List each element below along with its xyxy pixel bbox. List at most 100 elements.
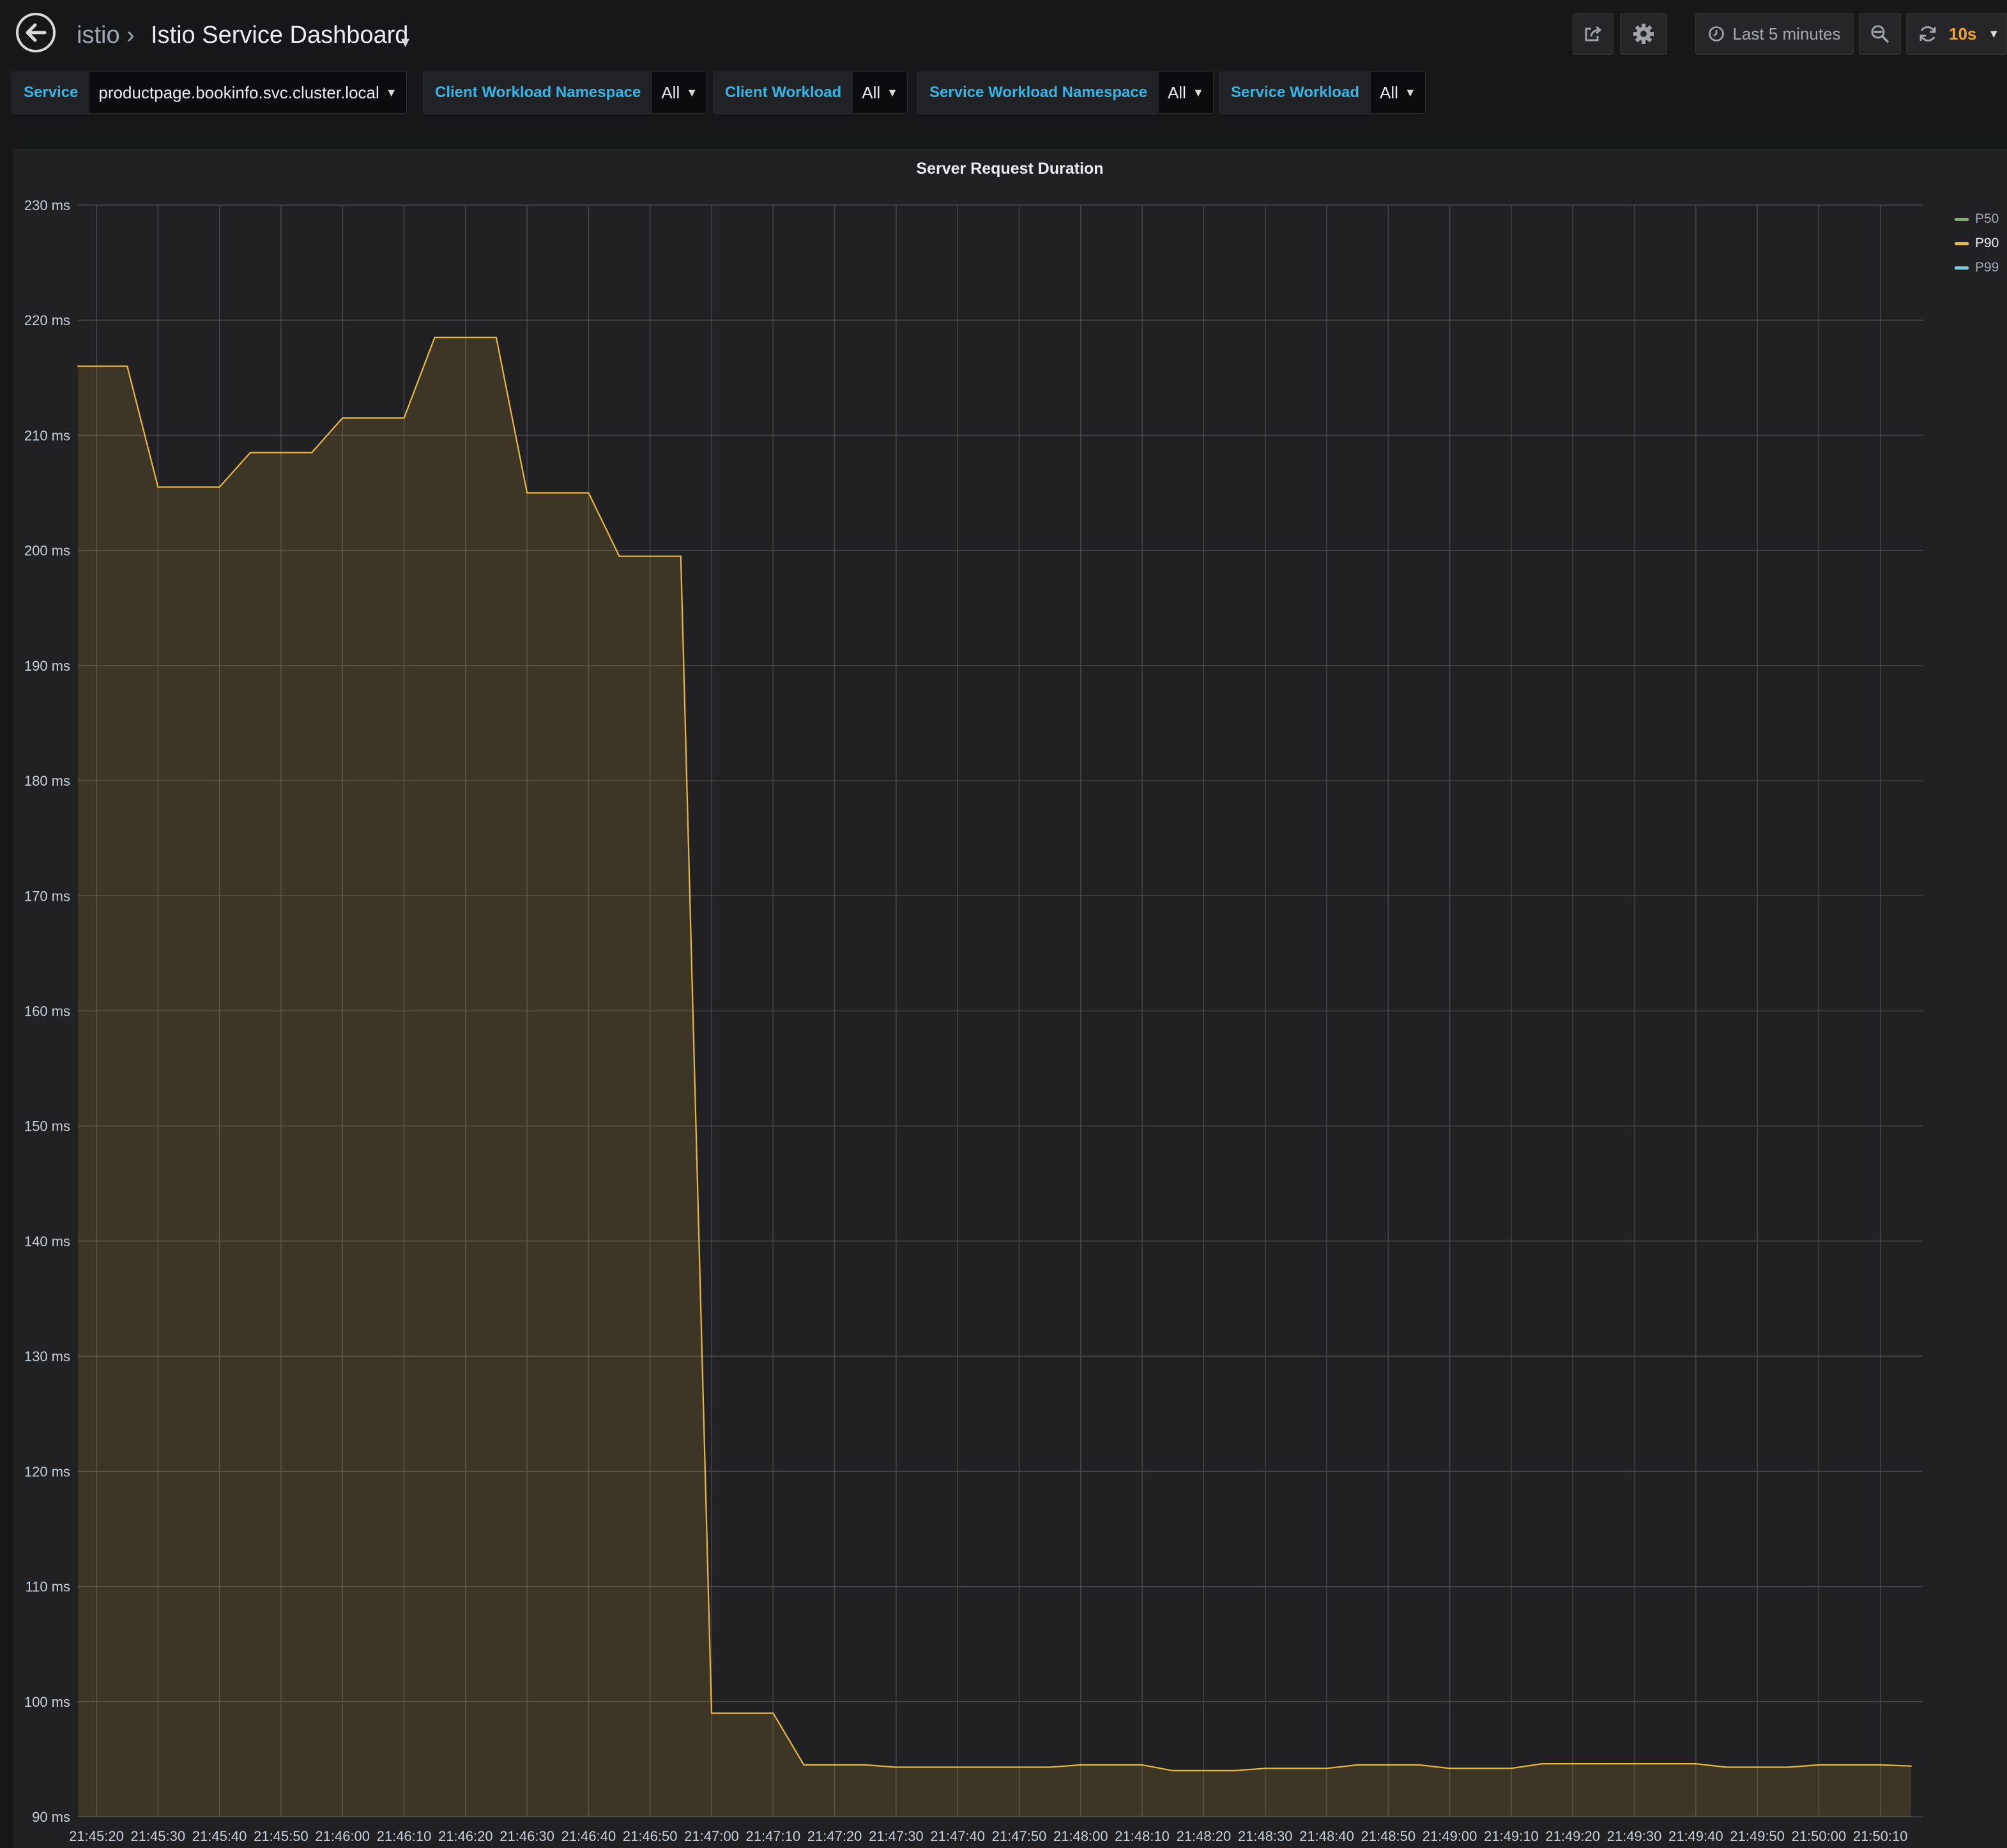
y-tick-label: 90 ms [32, 1809, 70, 1825]
data-point-p90 [1418, 1764, 1420, 1766]
arrow-left-icon [26, 23, 47, 42]
title-dropdown-caret-icon[interactable]: ▾ [401, 32, 410, 51]
caret-down-icon: ▼ [1404, 86, 1416, 99]
share-button[interactable] [1573, 13, 1614, 55]
variable-label: Service [12, 72, 90, 113]
x-tick-label: 21:47:10 [745, 1828, 800, 1844]
variable-label: Service Workload Namespace [918, 72, 1159, 113]
y-tick-label: 110 ms [25, 1579, 70, 1595]
variable-service: Service productpage.bookinfo.svc.cluster… [11, 72, 407, 114]
data-point-p90 [434, 337, 436, 339]
x-tick-label: 21:48:00 [1053, 1828, 1108, 1844]
x-tick-label: 21:49:00 [1423, 1828, 1477, 1844]
x-tick-label: 21:47:50 [992, 1828, 1047, 1844]
data-point-p90 [1233, 1769, 1235, 1772]
duration-chart[interactable]: 230 ms 220 ms 210 ms 200 ms 190 ms 180 ms 170 … [13, 149, 2007, 1848]
legend-swatch [1955, 217, 1969, 221]
refresh-interval-caret-icon[interactable]: ▼ [1988, 27, 2000, 40]
x-tick-label: 21:47:00 [684, 1828, 739, 1844]
x-tick-label: 21:48:30 [1238, 1828, 1293, 1844]
x-tick-label: 21:47:20 [807, 1828, 862, 1844]
legend-item-p90[interactable]: P90 [1955, 231, 1999, 256]
caret-down-icon: ▼ [686, 86, 698, 99]
y-tick-label: 190 ms [24, 658, 70, 674]
data-point-p90 [157, 486, 159, 488]
panel-title[interactable]: Server Request Duration [916, 160, 1104, 178]
data-point-p90 [1787, 1766, 1789, 1768]
variable-service-workload-select[interactable]: All ▼ [1370, 72, 1425, 113]
data-point-p90 [864, 1764, 866, 1766]
x-tick-label: 21:45:30 [130, 1828, 185, 1844]
y-tick-label: 200 ms [24, 543, 70, 559]
data-point-p90 [1695, 1763, 1697, 1765]
variable-service-select[interactable]: productpage.bookinfo.svc.cluster.local ▼ [89, 72, 406, 113]
data-point-p90 [526, 492, 528, 494]
y-tick-label: 150 ms [24, 1119, 70, 1134]
data-point-p90 [803, 1764, 805, 1766]
variable-client-workload-select[interactable]: All ▼ [853, 72, 907, 113]
data-point-p90 [772, 1712, 774, 1714]
y-tick-label: 210 ms [24, 427, 70, 443]
legend-label: P50 [1975, 211, 1999, 226]
x-tick-label: 21:48:50 [1361, 1828, 1416, 1844]
y-tick-label: 140 ms [24, 1233, 70, 1249]
x-tick-label: 21:46:00 [315, 1828, 370, 1844]
variable-value: All [1168, 82, 1186, 102]
data-point-p90 [1725, 1766, 1728, 1768]
data-point-p90 [77, 365, 79, 367]
variable-label: Service Workload [1219, 72, 1371, 113]
variable-client-workload-namespace: Client Workload Namespace All ▼ [423, 72, 708, 114]
data-point-p90 [1141, 1764, 1143, 1766]
data-point-p90 [1818, 1764, 1820, 1766]
legend-item-p99[interactable]: P99 [1955, 256, 1999, 280]
zoom-out-icon [1871, 25, 1889, 43]
data-point-p90 [1049, 1766, 1051, 1768]
data-point-p90 [1633, 1763, 1635, 1765]
time-range-label: Last 5 minutes [1732, 24, 1841, 43]
caret-down-icon: ▼ [887, 86, 898, 99]
refresh-button[interactable]: 10s ▼ [1906, 13, 2007, 55]
refresh-interval-picker[interactable]: 10s [1949, 24, 1977, 43]
data-point-p90 [310, 452, 313, 454]
share-icon [1585, 26, 1601, 42]
variable-service-workload: Service Workload All ▼ [1219, 72, 1426, 114]
data-point-p90 [403, 417, 405, 419]
data-point-p90 [588, 492, 590, 494]
data-point-p90 [1603, 1763, 1605, 1765]
x-tick-label: 21:49:30 [1607, 1828, 1662, 1844]
data-point-p90 [1357, 1764, 1359, 1766]
x-tick-label: 21:47:40 [930, 1828, 985, 1844]
data-point-p90 [957, 1766, 959, 1768]
x-tick-label: 21:46:10 [377, 1828, 432, 1844]
x-tick-label: 21:45:50 [254, 1828, 309, 1844]
series-area-p90 [78, 337, 1911, 1817]
data-point-p90 [680, 555, 682, 557]
legend-label: P90 [1975, 236, 1999, 250]
y-tick-label: 120 ms [24, 1463, 70, 1479]
x-tick-label: 21:46:50 [623, 1828, 678, 1844]
y-tick-label: 160 ms [24, 1004, 70, 1019]
x-tick-label: 21:48:40 [1299, 1828, 1354, 1844]
variable-client-workload-namespace-select[interactable]: All ▼ [652, 72, 707, 113]
data-point-p90 [1325, 1768, 1328, 1769]
clock-icon [1709, 26, 1725, 42]
data-point-p90 [1910, 1765, 1912, 1767]
data-point-p90 [495, 337, 498, 339]
variable-service-workload-namespace-select[interactable]: All ▼ [1159, 72, 1213, 113]
dashboard-navbar: istio › Istio Service Dashboard ▾ [0, 0, 2007, 70]
x-tick-label: 21:50:10 [1853, 1828, 1908, 1844]
legend-item-p50[interactable]: P50 [1955, 207, 1999, 231]
data-point-p90 [1264, 1768, 1266, 1769]
settings-button[interactable] [1620, 13, 1667, 55]
server-request-duration-panel: Server Request Duration 230 ms 220 ms 210 … [13, 149, 2007, 1848]
x-tick-label: 21:49:20 [1545, 1828, 1600, 1844]
variable-value: All [1379, 82, 1398, 102]
variable-label: Client Workload Namespace [424, 72, 653, 113]
time-range-picker[interactable]: Last 5 minutes [1695, 13, 1854, 55]
zoom-out-button[interactable] [1859, 13, 1901, 55]
dashboard-title[interactable]: Istio Service Dashboard [151, 22, 409, 49]
back-button[interactable] [16, 13, 56, 52]
breadcrumb-separator: › [126, 22, 135, 49]
variable-value: All [862, 82, 881, 102]
breadcrumb-folder[interactable]: istio [77, 22, 120, 49]
